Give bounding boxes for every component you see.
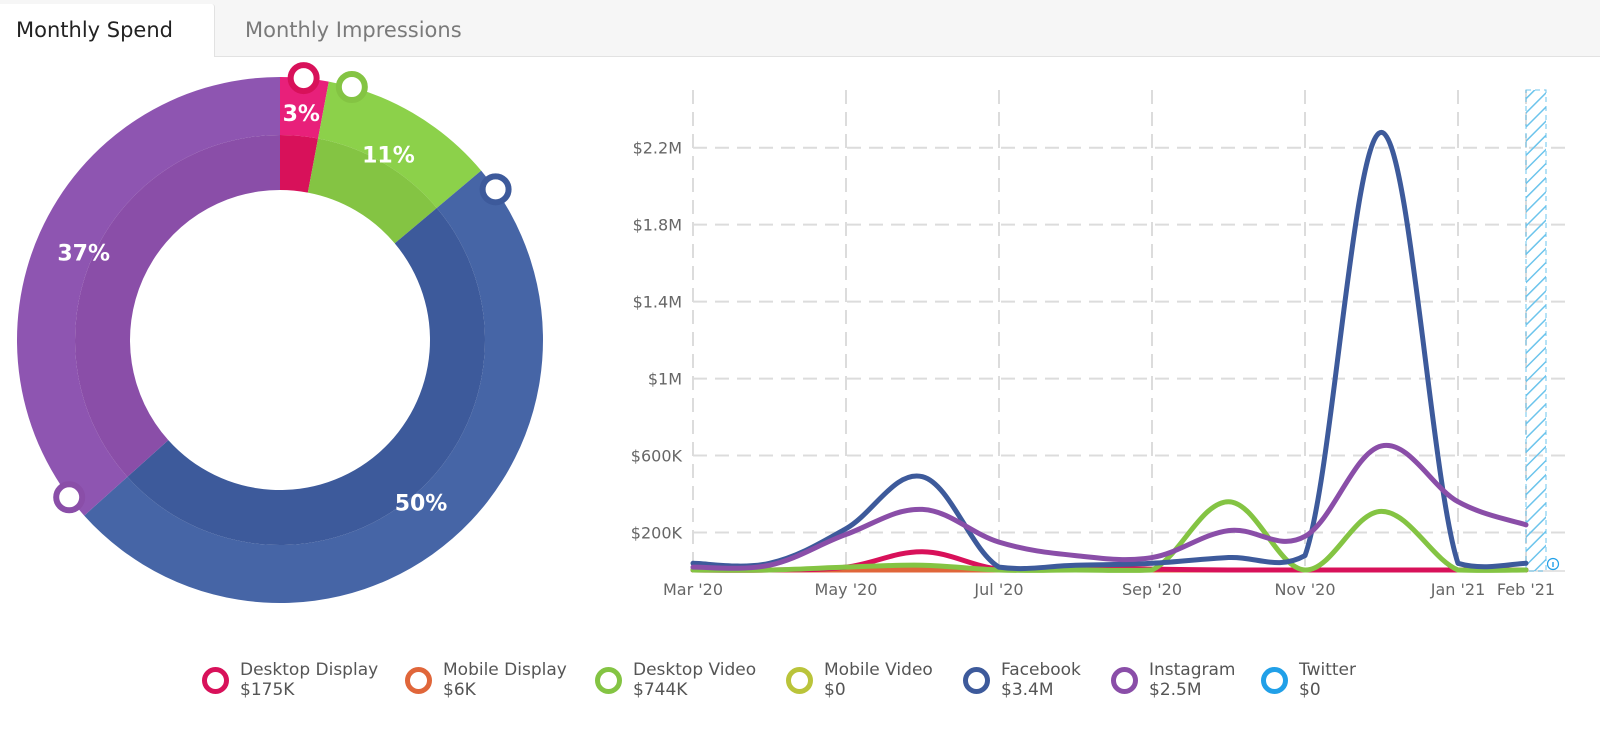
series-line-facebook[interactable] <box>690 129 1529 572</box>
legend-name: Twitter <box>1299 660 1356 680</box>
legend-marker-icon <box>202 667 229 694</box>
legend-value: $2.5M <box>1149 680 1202 700</box>
legend-name: Mobile Video <box>824 660 933 680</box>
legend-marker-icon <box>1261 667 1288 694</box>
series-line-instagram[interactable] <box>690 443 1529 571</box>
donut-label-instagram: 37% <box>57 241 110 266</box>
legend-value: $0 <box>824 680 846 700</box>
y-tick-label: $200K <box>631 524 683 543</box>
donut-label-desktop-display: 3% <box>283 102 320 127</box>
legend-value: $6K <box>443 680 476 700</box>
y-tick-label: $600K <box>631 447 683 466</box>
legend-value: $175K <box>240 680 295 700</box>
donut-chart: 3% 11% 50% 37% <box>17 62 543 603</box>
legend-name: Desktop Video <box>633 660 757 680</box>
series-line-desktop-video[interactable] <box>690 499 1529 573</box>
x-tick-label: Nov '20 <box>1274 580 1335 599</box>
y-tick-label: $1.8M <box>633 216 682 235</box>
donut-label-facebook: 50% <box>395 491 448 516</box>
tab-monthly-impressions[interactable]: Monthly Impressions <box>245 18 462 42</box>
y-tick-label: $2.2M <box>633 139 682 158</box>
x-tick-label: Mar '20 <box>663 580 723 599</box>
legend-marker-icon <box>595 667 622 694</box>
tab-monthly-spend[interactable]: Monthly Spend <box>0 4 215 57</box>
x-tick-label: May '20 <box>815 580 878 599</box>
donut-slice-desktop-display[interactable] <box>280 77 329 193</box>
legend-marker-icon <box>405 667 432 694</box>
legend-name: Desktop Display <box>240 660 379 680</box>
legend-name: Mobile Display <box>443 660 567 680</box>
donut-marker-facebook <box>479 173 512 206</box>
legend-marker-icon <box>786 667 813 694</box>
line-chart: $200K $600K $1M $1.4M $1.8M $2.2M Mar '20 May '… <box>631 89 1565 599</box>
legend-marker-icon <box>1111 667 1138 694</box>
legend-value: $744K <box>633 680 688 700</box>
donut-marker-instagram <box>53 481 86 514</box>
x-tick-label: Jul '20 <box>973 580 1023 599</box>
legend-marker-icon <box>963 667 990 694</box>
y-tick-label: $1.4M <box>633 293 682 312</box>
partial-period-region <box>1525 89 1547 572</box>
donut-slice-instagram[interactable] <box>17 77 281 516</box>
legend-name: Instagram <box>1149 660 1236 680</box>
x-tick-label: Jan '21 <box>1430 580 1486 599</box>
legend-value: $0 <box>1299 680 1321 700</box>
tab-bar: Monthly Spend Monthly Impressions <box>0 0 1600 57</box>
donut-slice-desktop-video[interactable] <box>307 81 482 244</box>
info-icon[interactable] <box>1546 557 1560 571</box>
donut-slice-facebook[interactable] <box>84 170 543 603</box>
x-tick-label: Sep '20 <box>1122 580 1182 599</box>
donut-marker-desktop-video <box>335 70 368 103</box>
legend-value: $3.4M <box>1001 680 1054 700</box>
donut-label-desktop-video: 11% <box>362 143 415 168</box>
legend-name: Facebook <box>1001 660 1081 680</box>
donut-marker-desktop-display <box>287 62 320 95</box>
x-tick-label: Feb '21 <box>1497 580 1555 599</box>
legend: Desktop Display $175K Mobile Display $6K Des… <box>0 660 1600 720</box>
y-tick-label: $1M <box>648 370 682 389</box>
